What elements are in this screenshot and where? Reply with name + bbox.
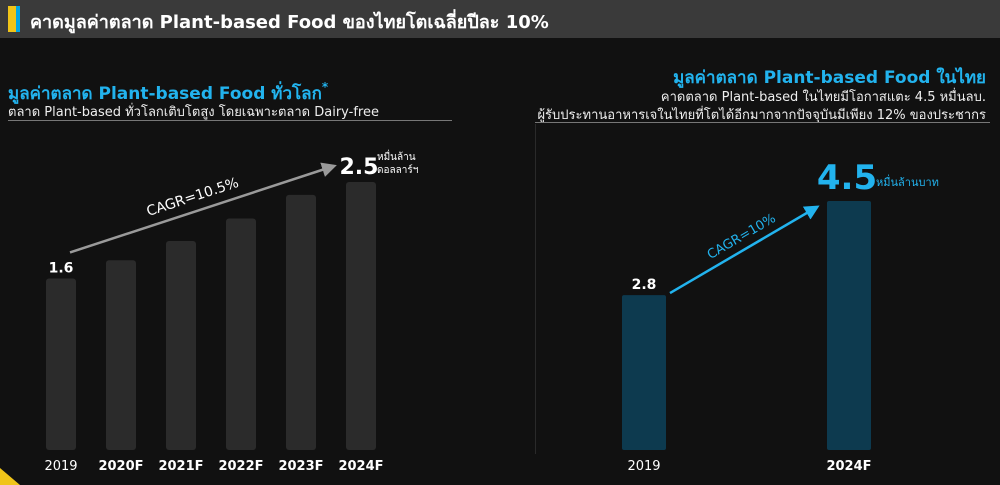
left-unit-line-2: ดอลลาร์ฯ bbox=[377, 164, 418, 176]
right-bar-2024F bbox=[827, 201, 871, 450]
left-bar-2020F bbox=[106, 260, 136, 450]
header-band bbox=[0, 0, 1000, 38]
right-value-label-first: 2.8 bbox=[632, 277, 657, 293]
left-tick-label-2020F: 2020F bbox=[98, 459, 143, 474]
left-tick-label-2021F: 2021F bbox=[158, 459, 203, 474]
right-tick-label-2024F: 2024F bbox=[826, 459, 871, 474]
left-panel-title-text: มูลค่าตลาด Plant-based Food ทั่วโลก bbox=[8, 84, 322, 104]
right-panel-title: มูลค่าตลาด Plant-based Food ในไทย bbox=[673, 68, 986, 88]
left-bar-2024F bbox=[346, 182, 376, 450]
right-panel-divider bbox=[535, 122, 990, 123]
right-panel-edge bbox=[535, 124, 536, 454]
header-accent-bar bbox=[8, 6, 16, 32]
left-tick-label-2024F: 2024F bbox=[338, 459, 383, 474]
right-tick-label-2019: 2019 bbox=[627, 459, 660, 474]
left-panel-title: มูลค่าตลาด Plant-based Food ทั่วโลก* bbox=[8, 80, 328, 107]
left-unit-line-1: หมื่นล้าน bbox=[377, 149, 416, 163]
header-accent-stripe bbox=[16, 6, 20, 32]
corner-accent bbox=[0, 468, 20, 485]
right-unit-label: หมื่นล้านบาท bbox=[876, 174, 939, 189]
left-value-label-last: 2.5 bbox=[340, 155, 379, 180]
left-tick-label-2022F: 2022F bbox=[218, 459, 263, 474]
left-bar-2022F bbox=[226, 218, 256, 450]
right-bar-2019 bbox=[622, 295, 666, 450]
left-tick-label-2023F: 2023F bbox=[278, 459, 323, 474]
right-value-label-last: 4.5 bbox=[817, 158, 877, 198]
left-bar-2019 bbox=[46, 278, 76, 450]
left-tick-label-2019: 2019 bbox=[44, 459, 77, 474]
left-panel-title-mark: * bbox=[321, 80, 329, 94]
right-growth-arrow bbox=[669, 205, 820, 295]
left-panel-subtitle: ตลาด Plant-based ทั่วโลกเติบโตสูง โดยเฉพ… bbox=[8, 105, 379, 120]
left-bar-2021F bbox=[166, 240, 196, 450]
right-panel-subtitle-2: ผู้รับประทานอาหารเจในไทยที่โตได้อีกมากจา… bbox=[537, 108, 986, 123]
left-growth-arrow bbox=[69, 162, 337, 254]
left-bar-2023F bbox=[286, 194, 316, 450]
left-panel-divider bbox=[8, 120, 452, 121]
left-value-label-first: 1.6 bbox=[49, 260, 74, 276]
page-title: คาดมูลค่าตลาด Plant-based Food ของไทยโตเ… bbox=[30, 12, 549, 33]
right-panel-subtitle-1: คาดตลาด Plant-based ในไทยมีโอกาสแตะ 4.5 … bbox=[660, 90, 986, 105]
